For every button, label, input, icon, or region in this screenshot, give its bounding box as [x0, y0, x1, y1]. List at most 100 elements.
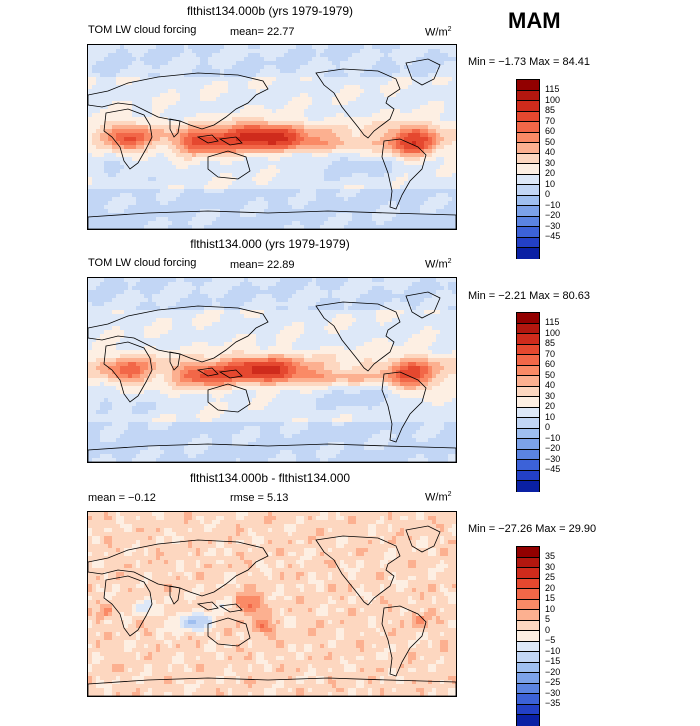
map-cell [328, 101, 333, 106]
map-cell [336, 57, 341, 62]
map-cell [136, 117, 141, 122]
map-cell [260, 85, 265, 90]
map-cell [360, 89, 365, 94]
map-cell [164, 205, 169, 210]
map-cell [260, 105, 265, 110]
map-cell [212, 85, 217, 90]
map-cell [288, 61, 293, 66]
map-cell [228, 73, 233, 78]
map-cell [316, 278, 321, 283]
map-cell [312, 101, 317, 106]
map-cell [352, 201, 357, 206]
map-cell [116, 105, 121, 110]
map-cell [324, 298, 329, 303]
map-cell [296, 286, 301, 291]
map-cell [356, 61, 361, 66]
map-cell [212, 109, 217, 114]
map-cell [148, 161, 153, 166]
map-cell [140, 298, 145, 303]
map-cell [104, 149, 109, 154]
map-cell [320, 53, 325, 58]
map-cell [168, 278, 173, 283]
map-cell [268, 189, 273, 194]
map-cell [452, 61, 456, 66]
map-cell [344, 197, 349, 202]
map-cell [380, 49, 385, 54]
map-cell [172, 302, 177, 307]
map-cell [136, 225, 141, 229]
map-cell [188, 181, 193, 186]
map-cell [168, 177, 173, 182]
map-cell [216, 149, 221, 154]
map-cell [184, 185, 189, 190]
map-cell [444, 81, 449, 86]
map-cell [124, 93, 129, 98]
map-cell [368, 177, 373, 182]
map-cell [380, 145, 385, 150]
map-cell [436, 113, 441, 118]
map-cell [360, 121, 365, 126]
map-cell [348, 282, 353, 287]
map-cell [108, 306, 113, 311]
map-cell [324, 221, 329, 226]
map-cell [440, 185, 445, 190]
map-cell [416, 137, 421, 142]
map-cell [404, 217, 409, 222]
map-cell [372, 137, 377, 142]
map-cell [268, 225, 273, 229]
map-cell [304, 77, 309, 82]
map-cell [232, 125, 237, 130]
map-cell [96, 298, 101, 303]
map-cell [368, 302, 373, 307]
map-cell [188, 137, 193, 142]
map-cell [348, 89, 353, 94]
map-cell [268, 217, 273, 222]
map-cell [328, 217, 333, 222]
map-cell [308, 197, 313, 202]
map-cell [384, 77, 389, 82]
map-cell [432, 221, 437, 226]
map-cell [220, 157, 225, 162]
map-cell [132, 205, 137, 210]
map-cell [136, 49, 141, 54]
map-cell [120, 278, 125, 283]
map-cell [120, 69, 125, 74]
map-cell [244, 181, 249, 186]
map-cell [88, 177, 93, 182]
map-cell [448, 69, 453, 74]
map-cell [400, 221, 405, 226]
map-cell [392, 85, 397, 90]
map-cell [364, 93, 369, 98]
map-cell [380, 57, 385, 62]
map-cell [92, 185, 97, 190]
map-cell [204, 213, 209, 218]
map-cell [128, 77, 133, 82]
map-cell [120, 141, 125, 146]
map-cell [244, 185, 249, 190]
map-cell [212, 105, 217, 110]
map-cell [108, 169, 113, 174]
map-cell [356, 193, 361, 198]
map-cell [300, 213, 305, 218]
map-cell [400, 109, 405, 114]
map-cell [152, 161, 157, 166]
map-cell [388, 53, 393, 58]
map-cell [400, 278, 405, 283]
map-cell [368, 65, 373, 70]
map-cell [256, 205, 261, 210]
map-cell [200, 169, 205, 174]
map-cell [212, 157, 217, 162]
map-cell [264, 161, 269, 166]
map-cell [288, 165, 293, 170]
map-cell [396, 121, 401, 126]
map-cell [120, 45, 125, 50]
map-cell [328, 117, 333, 122]
map-cell [128, 45, 133, 50]
map-cell [376, 185, 381, 190]
map-cell [188, 169, 193, 174]
map-cell [444, 133, 449, 138]
map-cell [352, 177, 357, 182]
map-cell [296, 77, 301, 82]
map-cell [436, 45, 441, 50]
map-cell [408, 93, 413, 98]
